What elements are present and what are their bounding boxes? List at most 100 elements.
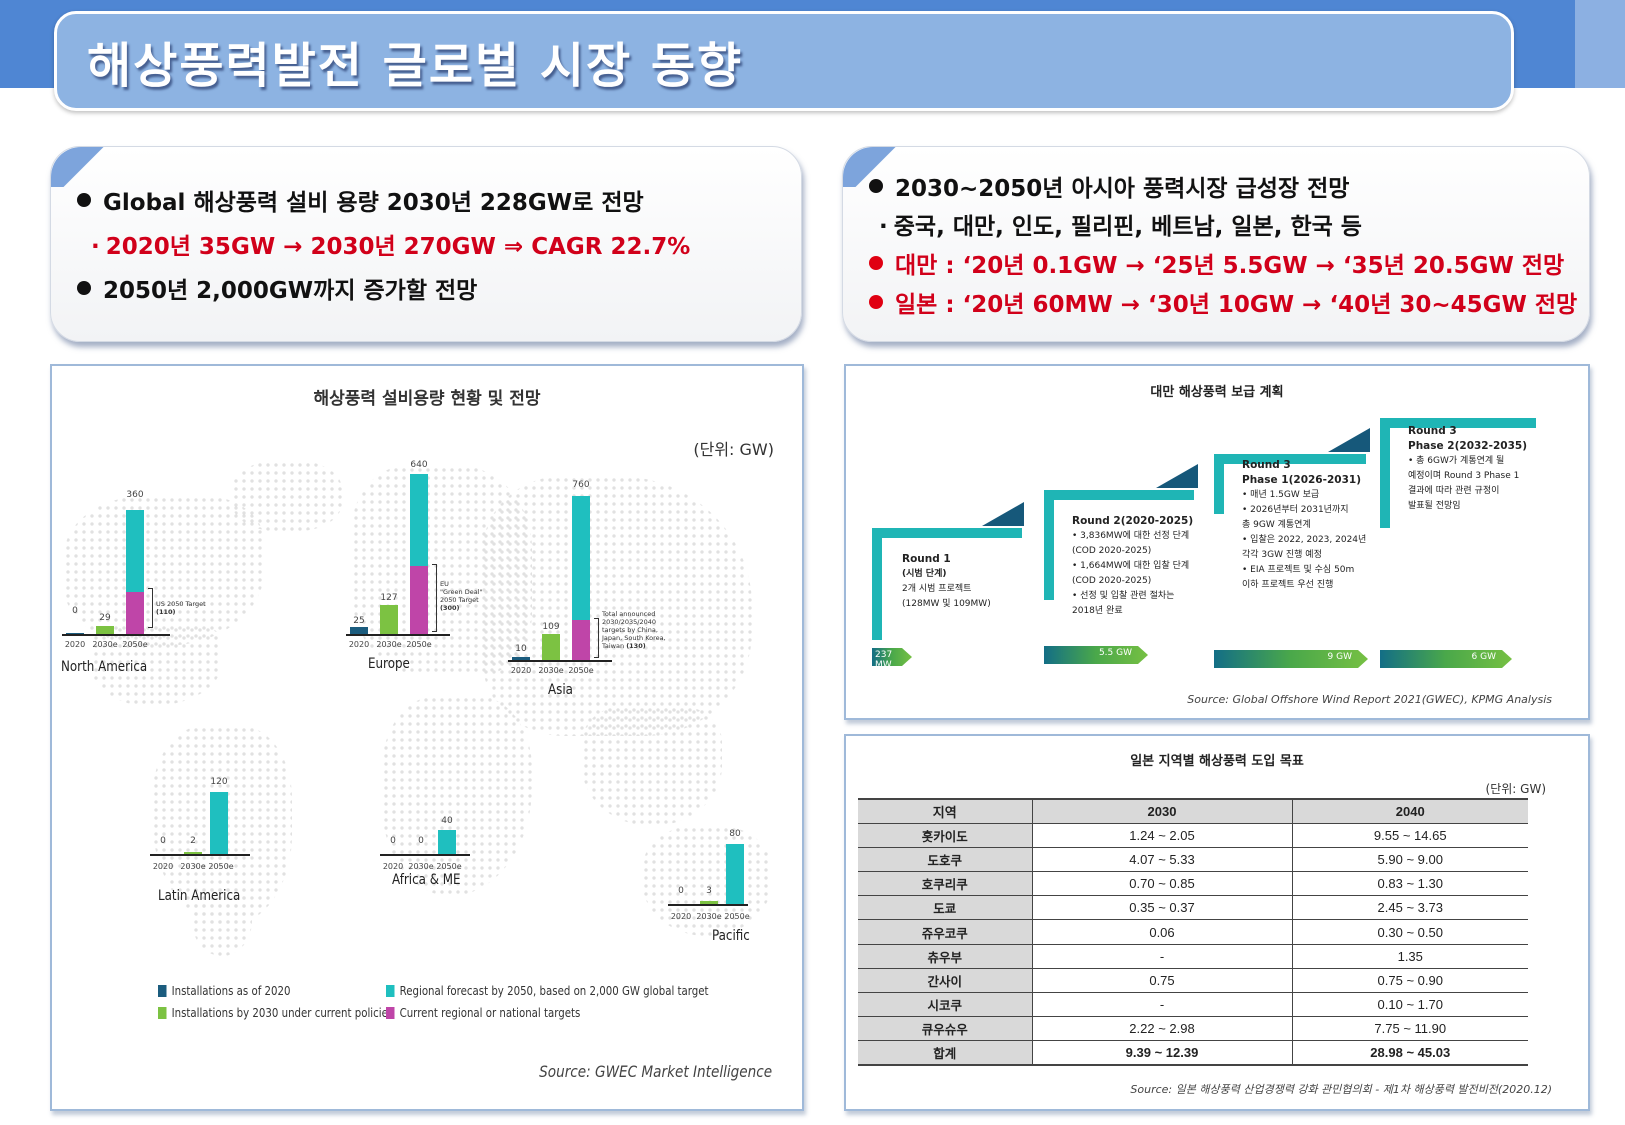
roadmap-step-round2 xyxy=(1044,464,1204,640)
summary-bullet-2: 2050년 2,000GW까지 증가할 전망 xyxy=(77,271,477,305)
panel-corner-accent xyxy=(51,147,115,187)
sub-bullet-mark: · xyxy=(879,214,888,240)
bullet-dot-icon xyxy=(77,281,91,295)
asia-sub-1: · 중국, 대만, 인도, 필리핀, 베트남, 일본, 한국 등 xyxy=(879,214,1362,240)
bar-2030e xyxy=(96,626,114,634)
table-total-row: 합계 9.39 ~ 12.39 28.98 ~ 45.03 xyxy=(858,1040,1528,1067)
header-band-accent xyxy=(1575,0,1625,88)
target-bracket xyxy=(148,588,153,628)
value-2020: 0 xyxy=(72,606,78,616)
page-title: 해상풍력발전 글로벌 시장 동향 xyxy=(87,38,744,94)
column-header-2030: 2030 xyxy=(1031,797,1292,824)
value-2030e: 109 xyxy=(542,622,560,632)
value-2030e: 3 xyxy=(706,886,712,896)
table-source: Source: 일본 해상풍력 산업경쟁력 강화 관민협의회 - 제1차 해상풍… xyxy=(1130,1083,1552,1096)
capacity-arrow-round2: 5.5 GW xyxy=(1044,646,1148,664)
target-note: EU "Green Deal" 2050 Target (300) xyxy=(440,580,483,612)
region-label-asia: Asia xyxy=(548,682,573,698)
bar-2050e xyxy=(572,496,590,660)
map-north-america-west xyxy=(92,626,222,706)
table-row: 도쿄 0.35 ~ 0.37 2.45 ~ 3.73 xyxy=(858,895,1528,921)
japan-target-table: 일본 지역별 해상풍력 도입 목표 (단위: GW) 지역 2030 2040 … xyxy=(844,734,1590,1111)
bar-2050e xyxy=(210,792,228,854)
capacity-arrow-round3-phase2: 6 GW xyxy=(1380,650,1512,668)
bar-2030e xyxy=(380,605,398,634)
value-2020: 25 xyxy=(353,616,365,626)
bar-2030e xyxy=(700,901,718,904)
legend-swatch xyxy=(158,985,167,997)
title-banner: 해상풍력발전 글로벌 시장 동향 xyxy=(54,11,1514,111)
region-north-america: 0 29 360 US 2050 Target (110) 2020 2030e … xyxy=(62,490,206,649)
bar-2030e xyxy=(542,634,560,660)
legend-swatch xyxy=(386,1007,395,1019)
round3-phase2-text: Round 3 Phase 2(2032-2035) • 총 6GW가 계통연계… xyxy=(1408,425,1527,511)
value-2050e: 120 xyxy=(210,777,228,787)
value-2030e: 0 xyxy=(418,836,424,846)
bullet-dot-icon xyxy=(77,193,91,207)
table-row: 홋카이도 1.24 ~ 2.05 9.55 ~ 14.65 xyxy=(858,823,1528,848)
table-unit: (단위: GW) xyxy=(1485,782,1546,796)
bar-2050e xyxy=(438,830,456,854)
round2-text: Round 2(2020-2025) • 3,836MW에 대한 선정 단계 (… xyxy=(1072,515,1194,616)
x-axis xyxy=(150,854,250,856)
capacity-arrow-round3-phase1: 9 GW xyxy=(1214,650,1368,668)
value-2050e: 360 xyxy=(126,490,144,500)
value-2020: 0 xyxy=(678,886,684,896)
taiwan-outlook-bullet: 대만 : ‘20년 0.1GW → ‘25년 5.5GW → ‘35년 20.5… xyxy=(869,246,1564,280)
roadmap-step-round3-phase2 xyxy=(1380,418,1540,538)
step-marker-triangle xyxy=(1156,464,1198,488)
region-pacific: 0 3 80 2020 2030e 2050e xyxy=(668,826,788,921)
summary-sub-1: · 2020년 35GW → 2030년 270GW ⇒ CAGR 22.7% xyxy=(91,234,691,260)
legend-swatch xyxy=(158,1007,167,1019)
region-label-latin-america: Latin America xyxy=(158,888,241,904)
region-label-africa-me: Africa & ME xyxy=(392,872,461,888)
value-2030e: 29 xyxy=(99,613,111,623)
region-label-europe: Europe xyxy=(368,656,410,672)
table-header-row: 지역 2030 2040 xyxy=(858,797,1528,824)
bullet-dot-icon xyxy=(869,295,883,309)
x-axis xyxy=(346,634,450,636)
value-2050e: 40 xyxy=(441,816,453,826)
map-africa xyxy=(382,696,532,896)
round3-phase1-text: Round 3 Phase 1(2026-2031) • 매년 1.5GW 보급… xyxy=(1242,459,1367,590)
region-africa-me: 0 0 40 2020 2030e 2050e xyxy=(380,806,500,871)
round1-text: Round 1 (시범 단계) 2개 시범 프로젝트 (128MW 및 109M… xyxy=(902,553,991,609)
table-row: 큐우슈우 2.22 ~ 2.98 7.75 ~ 11.90 xyxy=(858,1016,1528,1042)
value-2050e: 80 xyxy=(729,829,741,839)
legend-installed-2020: Installations as of 2020 xyxy=(158,984,290,998)
target-note: Total announced 2030/2035/2040 targets by … xyxy=(602,610,666,650)
bullet-dot-icon xyxy=(869,179,883,193)
legend-swatch xyxy=(386,985,395,997)
chart-source: Source: GWEC Market Intelligence xyxy=(538,1062,772,1081)
region-europe: 25 127 640 EU "Green Deal" 2050 Target (300… xyxy=(346,460,506,649)
world-capacity-chart: 해상풍력 설비용량 현황 및 전망 (단위: GW) 0 29 360 US 2… xyxy=(50,364,804,1111)
table-row: 츄우부 -1.35 xyxy=(858,944,1528,969)
x-axis xyxy=(508,660,612,662)
map-greenland xyxy=(232,461,342,531)
bar-2020 xyxy=(512,657,530,660)
summary-bullet-1: Global 해상풍력 설비 용량 2030년 228GW로 전망 xyxy=(77,183,644,217)
table-row: 도호쿠 4.07 ~ 5.33 5.90 ~ 9.00 xyxy=(858,847,1528,873)
asia-bullet-1: 2030~2050년 아시아 풍력시장 급성장 전망 xyxy=(869,169,1349,203)
bar-2020 xyxy=(66,633,84,634)
step-marker-triangle xyxy=(1328,428,1370,452)
value-2020: 0 xyxy=(160,836,166,846)
value-2020: 10 xyxy=(515,644,527,654)
legend-forecast-2050: Regional forecast by 2050, based on 2,00… xyxy=(386,984,709,998)
map-north-america xyxy=(64,496,264,646)
chart-legend: Installations as of 2020 Installations b… xyxy=(158,984,718,1034)
roadmap-step-round1 xyxy=(872,502,1032,640)
region-label-pacific: Pacific xyxy=(712,928,750,944)
table-row: 호쿠리쿠 0.70 ~ 0.85 0.83 ~ 1.30 xyxy=(858,871,1528,897)
roadmap-title: 대만 해상풍력 보급 계획 xyxy=(1150,385,1284,400)
taiwan-roadmap: 대만 해상풍력 보급 계획 Round 1 (시범 단계) 2개 시범 프로젝트… xyxy=(844,364,1590,720)
chart-title: 해상풍력 설비용량 현황 및 전망 xyxy=(313,389,541,409)
x-axis xyxy=(668,904,748,906)
map-asia xyxy=(482,476,752,736)
column-header-region: 지역 xyxy=(858,797,1032,824)
japan-outlook-bullet: 일본 : ‘20년 60MW → ‘30년 10GW → ‘40년 30~45G… xyxy=(869,285,1577,319)
bar-2020 xyxy=(350,627,368,634)
target-note: US 2050 Target (110) xyxy=(156,600,206,616)
table-row: 간사이 0.75 0.75 ~ 0.90 xyxy=(858,968,1528,994)
sub-bullet-mark: · xyxy=(91,234,100,260)
